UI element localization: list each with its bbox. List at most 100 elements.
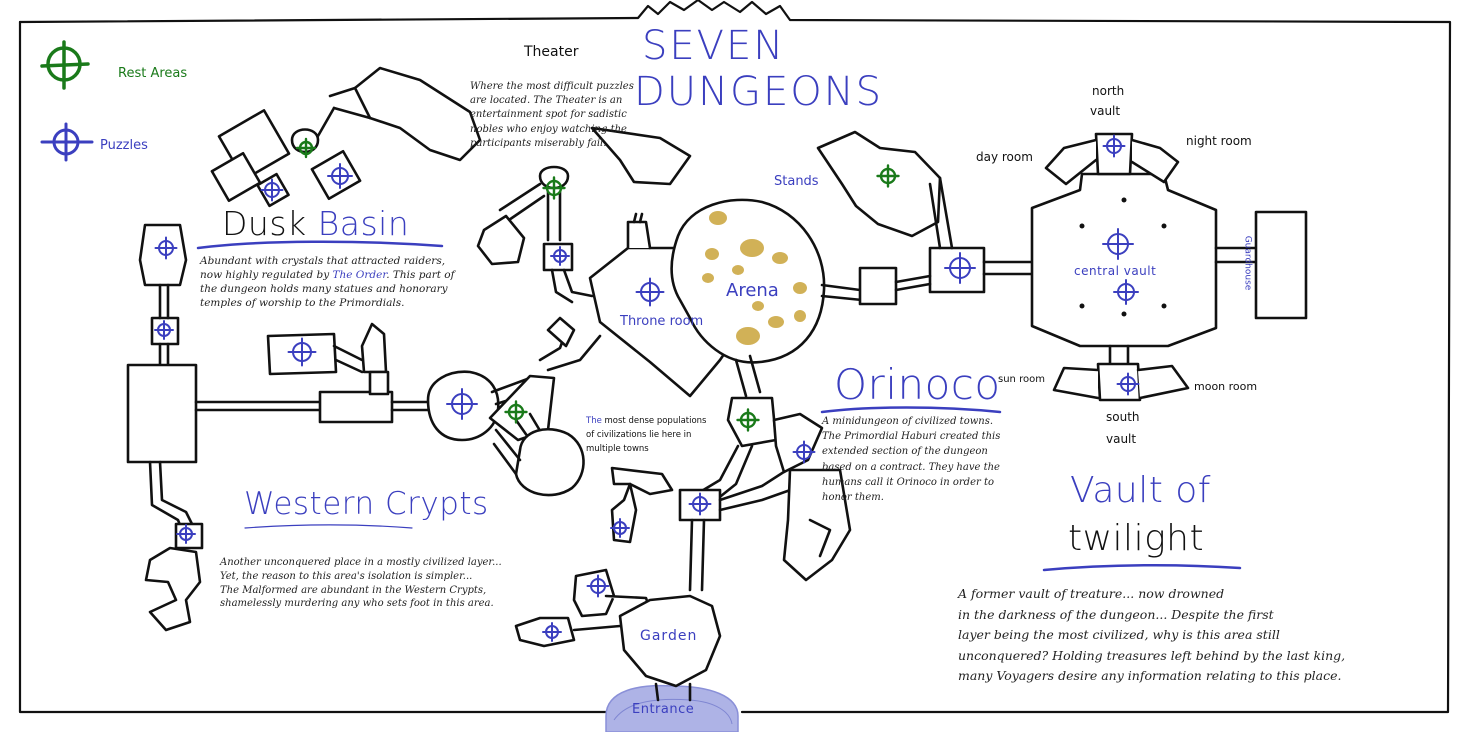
- theater-title: Theater: [524, 44, 579, 60]
- puzzle-marker-icon: [610, 518, 630, 538]
- western-crypts-desc-2: Yet, the reason to this area's isolation…: [220, 570, 473, 582]
- puzzle-marker-icon: [154, 320, 174, 340]
- dusk-basin-desc-2c: . This part of: [386, 269, 455, 281]
- orinoco-desc-4: based on a contract. They have the: [822, 461, 1000, 473]
- puzzle-marker-icon: [944, 252, 976, 284]
- towns-note-line-2: of civilizations lie here in: [586, 430, 692, 440]
- towns-note-line-1b: most dense populations: [601, 416, 707, 426]
- dusk-basin-title: Dusk Basin: [222, 204, 409, 243]
- map-frame: [18, 0, 1452, 714]
- puzzle-marker-icon: [1102, 228, 1134, 260]
- room-label-garden: Garden: [640, 628, 698, 644]
- room-label-entrance: Entrance: [632, 702, 695, 717]
- puzzle-marker-icon: [154, 236, 178, 260]
- room-label-central-vault: central vault: [1074, 264, 1157, 278]
- rest-area-marker-icon: [876, 164, 900, 188]
- western-crypts-description: Another unconquered place in a mostly ci…: [220, 556, 502, 611]
- theater-desc-2: are located. The Theater is an: [470, 95, 623, 107]
- room-label-night-room: night room: [1186, 134, 1252, 148]
- orinoco-desc-3: extended section of the dungeon: [822, 446, 988, 458]
- orinoco-title: Orinoco: [834, 360, 1001, 409]
- room-label-throne-room: Throne room: [620, 314, 704, 329]
- theater-desc-1: Where the most difficult puzzles: [470, 81, 634, 92]
- puzzle-marker-icon: [446, 388, 478, 420]
- title-underlines: [196, 240, 1242, 572]
- room-label-day-room: day room: [976, 150, 1033, 164]
- puzzle-marker-icon: [327, 163, 353, 189]
- legend-icons: [40, 40, 94, 162]
- vault-title-a: Vault of: [1070, 470, 1211, 511]
- orinoco-desc-2: The Primordial Haburi created this: [822, 431, 1001, 443]
- dusk-basin-desc-4: temples of worship to the Primordials.: [200, 297, 405, 309]
- orinoco-desc-5: humans call it Orinoco in order to: [822, 476, 994, 488]
- rest-area-marker-icon: [295, 137, 317, 159]
- rest-area-marker-icon: [542, 176, 566, 200]
- legend-rest-areas-label: Rest Areas: [118, 66, 188, 81]
- vault-desc-4: unconquered? Holding treasures left behi…: [958, 647, 1346, 663]
- dusk-basin-desc-3: the dungeon holds many statues and honor…: [200, 283, 448, 295]
- puzzle-marker-icon: [688, 492, 712, 516]
- dusk-basin-title-b: Basin: [317, 204, 410, 243]
- dusk-basin-title-a: Dusk: [222, 204, 307, 243]
- dusk-basin-description: Abundant with crystals that attracted ra…: [200, 254, 455, 310]
- vault-title-b: twilight: [1068, 518, 1205, 559]
- vault-desc-1: A former vault of treature... now drowne…: [958, 586, 1225, 601]
- puzzle-marker-icon: [176, 524, 196, 544]
- puzzle-marker-icon: [542, 622, 562, 642]
- theater-desc-5: participants miserably fail.: [470, 137, 607, 149]
- puzzle-marker-icon: [792, 440, 816, 464]
- rest-area-marker-icon: [736, 408, 760, 432]
- room-label-stands: Stands: [774, 174, 819, 189]
- vault-desc-5: many Voyagers desire any information rel…: [958, 668, 1342, 683]
- puzzle-marker-icon: [586, 574, 610, 598]
- dusk-basin-desc-1: Abundant with crystals that attracted ra…: [200, 255, 446, 267]
- western-crypts-desc-1: Another unconquered place in a mostly ci…: [220, 557, 502, 568]
- arena-decoration: [702, 211, 807, 345]
- western-crypts-title: Western Crypts: [244, 486, 489, 522]
- legend-puzzles-label: Puzzles: [100, 138, 148, 153]
- puzzle-marker-icon: [1113, 279, 1139, 305]
- orinoco-desc-6: honor them.: [822, 492, 884, 504]
- room-label-north-vault-2: vault: [1090, 104, 1121, 118]
- room-label-south-vault-1: south: [1106, 410, 1140, 424]
- puzzle-marker-icon: [260, 178, 284, 202]
- towns-note-line-3: multiple towns: [586, 444, 649, 454]
- map-title-line1: SEVEN: [642, 23, 786, 69]
- dusk-basin-desc-2a: now highly regulated by: [200, 269, 333, 281]
- western-crypts-desc-4: shamelessly murdering any who sets foot …: [220, 598, 494, 610]
- map-markers: [154, 134, 1140, 642]
- room-label-arena: Arena: [726, 280, 779, 301]
- vault-desc-2: in the darkness of the dungeon... Despit…: [958, 606, 1274, 622]
- towns-note: The most dense populations of civilizati…: [586, 414, 707, 456]
- dungeon-rooms: [126, 66, 1308, 702]
- rest-area-legend-icon: [40, 40, 90, 90]
- rest-area-marker-icon: [504, 400, 528, 424]
- dusk-basin-desc-2: now highly regulated by The Order. This …: [200, 268, 455, 282]
- orinoco-description: A minidungeon of civilized towns. The Pr…: [822, 414, 1000, 505]
- puzzle-marker-icon: [550, 246, 570, 266]
- puzzle-legend-icon: [40, 122, 94, 162]
- room-label-sun-room: sun room: [998, 374, 1045, 385]
- puzzle-marker-icon: [1102, 134, 1126, 158]
- map-title-line2: DUNGEONS: [634, 69, 884, 115]
- theater-desc-4: nobles who enjoy watching the: [470, 123, 627, 135]
- room-label-south-vault-2: vault: [1106, 432, 1137, 446]
- puzzle-marker-icon: [287, 337, 317, 367]
- towns-note-the: The: [586, 416, 602, 426]
- puzzle-marker-icon: [1116, 372, 1140, 396]
- the-order-link: The Order: [332, 269, 387, 281]
- room-label-guardhouse: Guardhouse: [1242, 235, 1253, 291]
- western-crypts-desc-3: The Malformed are abundant in the Wester…: [220, 584, 487, 596]
- room-label-north-vault-1: north: [1092, 84, 1125, 98]
- room-label-moon-room: moon room: [1194, 380, 1258, 393]
- puzzle-marker-icon: [635, 277, 665, 307]
- vault-desc-3: layer being the most civilized, why is t…: [958, 627, 1280, 642]
- theater-description: Where the most difficult puzzles are loc…: [470, 80, 634, 151]
- theater-desc-3: entertainment spot for sadistic: [470, 109, 627, 121]
- vault-description: A former vault of treature... now drowne…: [958, 584, 1345, 687]
- vault-pillars: [1079, 197, 1167, 317]
- orinoco-desc-1: A minidungeon of civilized towns.: [822, 416, 994, 427]
- towns-note-line-1: The most dense populations: [586, 414, 707, 428]
